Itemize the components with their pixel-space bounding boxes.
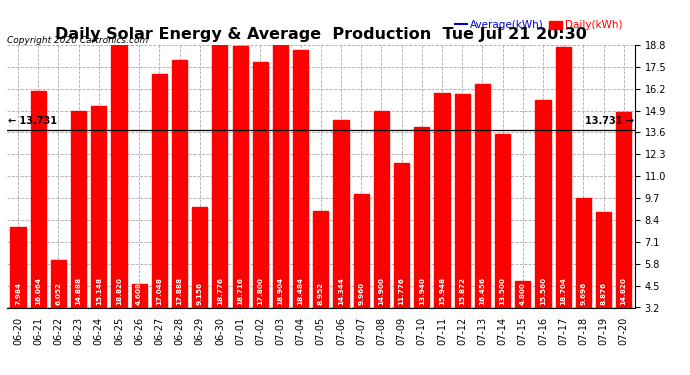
Bar — [91, 106, 106, 308]
Bar — [51, 260, 66, 308]
Bar — [152, 75, 167, 308]
Bar — [394, 163, 409, 308]
Bar — [495, 134, 510, 308]
Bar — [132, 284, 147, 308]
Bar — [253, 62, 268, 308]
Bar — [616, 112, 631, 308]
Text: 4.800: 4.800 — [520, 282, 526, 305]
Bar — [555, 46, 571, 308]
Text: 9.156: 9.156 — [197, 282, 203, 305]
Bar — [354, 194, 368, 308]
Bar — [10, 227, 26, 308]
Bar — [374, 111, 389, 308]
Text: 13.500: 13.500 — [500, 277, 506, 305]
Bar — [172, 60, 187, 308]
Text: 14.820: 14.820 — [621, 277, 627, 305]
Bar — [515, 280, 531, 308]
Text: Copyright 2020 Cartronics.com: Copyright 2020 Cartronics.com — [7, 36, 148, 45]
Text: 18.484: 18.484 — [297, 277, 304, 305]
Bar — [414, 127, 429, 308]
Text: 6.052: 6.052 — [55, 282, 61, 305]
Bar — [192, 207, 207, 308]
Text: 18.776: 18.776 — [217, 277, 223, 305]
Bar — [435, 93, 450, 308]
Text: 14.888: 14.888 — [76, 277, 81, 305]
Legend: Average(kWh), Daily(kWh): Average(kWh), Daily(kWh) — [451, 16, 627, 34]
Bar — [71, 111, 86, 308]
Bar — [111, 45, 126, 308]
Text: 4.608: 4.608 — [136, 282, 142, 305]
Text: 8.952: 8.952 — [318, 282, 324, 305]
Text: 15.872: 15.872 — [459, 277, 465, 305]
Text: 18.716: 18.716 — [237, 277, 243, 305]
Text: 13.731 →: 13.731 → — [585, 116, 634, 126]
Bar — [233, 46, 248, 308]
Text: 15.560: 15.560 — [540, 277, 546, 305]
Text: 9.960: 9.960 — [358, 282, 364, 305]
Text: 9.696: 9.696 — [580, 282, 586, 305]
Bar — [596, 212, 611, 308]
Text: 11.776: 11.776 — [399, 277, 404, 305]
Bar — [30, 91, 46, 308]
Text: 18.820: 18.820 — [116, 277, 122, 305]
Text: 15.948: 15.948 — [439, 277, 445, 305]
Text: 17.888: 17.888 — [177, 277, 183, 305]
Text: 18.904: 18.904 — [277, 277, 284, 305]
Text: 18.704: 18.704 — [560, 277, 566, 305]
Bar — [455, 94, 470, 308]
Text: 13.940: 13.940 — [419, 277, 425, 305]
Bar — [273, 43, 288, 308]
Text: 8.876: 8.876 — [600, 282, 607, 305]
Text: 7.984: 7.984 — [15, 282, 21, 305]
Text: 14.900: 14.900 — [378, 277, 384, 305]
Bar — [535, 99, 551, 308]
Text: ← 13.731: ← 13.731 — [8, 116, 57, 126]
Bar — [475, 84, 490, 308]
Text: 15.148: 15.148 — [96, 277, 101, 305]
Bar — [313, 211, 328, 308]
Text: 17.048: 17.048 — [157, 277, 162, 305]
Title: Daily Solar Energy & Average  Production  Tue Jul 21 20:30: Daily Solar Energy & Average Production … — [55, 27, 587, 42]
Text: 16.064: 16.064 — [35, 277, 41, 305]
Bar — [333, 120, 348, 308]
Bar — [293, 50, 308, 308]
Text: 17.800: 17.800 — [257, 277, 264, 305]
Bar — [575, 198, 591, 308]
Text: 14.344: 14.344 — [338, 277, 344, 305]
Text: 16.456: 16.456 — [480, 277, 485, 305]
Bar — [213, 45, 228, 308]
